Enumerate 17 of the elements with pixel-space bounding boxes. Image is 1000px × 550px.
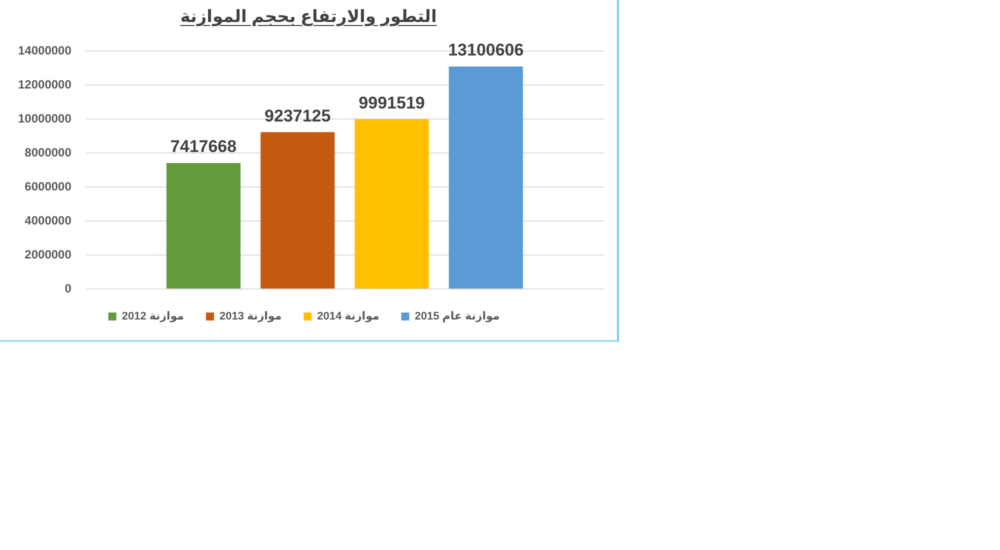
legend-label: موازنة عام 2015 [414, 310, 500, 323]
y-tick-label: 2000000 [24, 247, 72, 262]
y-tick-label: 8000000 [24, 145, 72, 160]
legend-label: موازنة 2014 [317, 310, 380, 323]
legend-label: موازنة 2012 [122, 310, 184, 323]
y-tick-label: 10000000 [18, 111, 72, 126]
y-tick-label: 4000000 [24, 213, 72, 228]
y-tick-label: 0 [64, 281, 72, 296]
y-tick-label: 14000000 [18, 44, 72, 58]
legend-label: موازنة 2013 [219, 310, 282, 323]
y-tick-label: 6000000 [24, 179, 72, 194]
data-label: 13100606 [448, 40, 524, 60]
y-tick-label: 12000000 [18, 77, 72, 92]
data-label: 9991519 [358, 93, 425, 112]
data-label: 7417668 [170, 137, 237, 156]
chart-title: التطور والارتفاع بحجم الموازنة [180, 7, 437, 26]
data-label: 9237125 [264, 106, 331, 126]
